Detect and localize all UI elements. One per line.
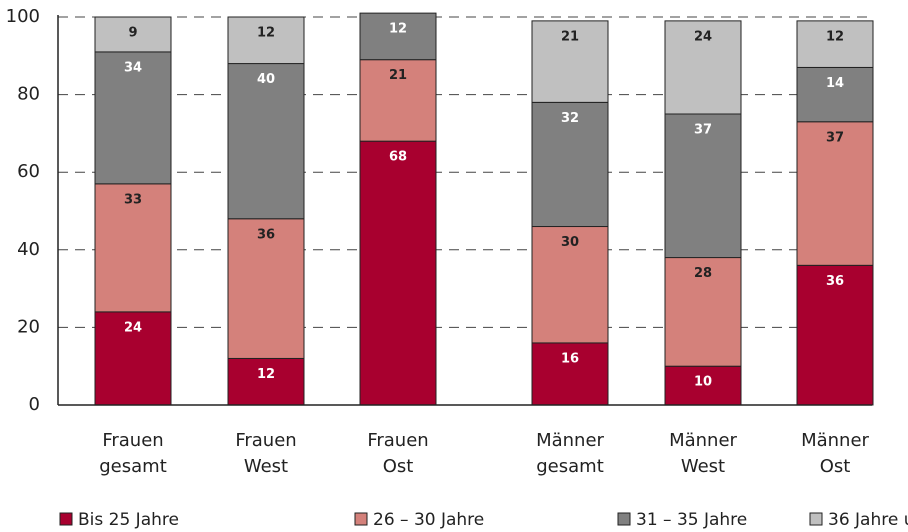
y-tick-label: 40 (17, 239, 40, 260)
data-label: 36 (826, 274, 844, 289)
data-label: 9 (128, 26, 137, 41)
data-label: 21 (561, 29, 579, 44)
x-tick-label: Männer Ost (801, 430, 869, 477)
bar-segment (227, 218, 305, 359)
bar-segment (359, 12, 437, 61)
bar-segment (359, 59, 437, 142)
bar-segment (94, 183, 172, 313)
data-label: 14 (826, 76, 844, 91)
bar-segment (796, 264, 874, 406)
data-label: 34 (124, 60, 142, 75)
x-tick-label: Männer gesamt (536, 430, 604, 477)
bar-segment (531, 342, 609, 406)
data-label: 30 (561, 235, 579, 250)
data-label: 16 (561, 351, 579, 366)
bar-segment (227, 63, 305, 220)
bar-segment (796, 66, 874, 123)
legend-swatch (809, 512, 823, 526)
data-label: 10 (694, 375, 712, 390)
legend-label: 36 Jahre und älter (828, 510, 908, 530)
data-label: 37 (694, 123, 712, 138)
bar-segment (796, 20, 874, 68)
bar-segment (664, 113, 742, 259)
legend-label: 31 – 35 Jahre (636, 510, 747, 530)
x-tick-label: Frauen West (235, 430, 296, 477)
data-label: 12 (257, 26, 275, 41)
data-label: 24 (124, 320, 142, 335)
data-label: 12 (826, 29, 844, 44)
x-tick-label: Männer West (669, 430, 737, 477)
y-tick-label: 80 (17, 84, 40, 105)
data-label: 32 (561, 111, 579, 126)
legend-label: 26 – 30 Jahre (373, 510, 484, 530)
data-label: 36 (257, 227, 275, 242)
data-label: 21 (389, 68, 407, 83)
x-tick-label: Frauen Ost (367, 430, 428, 477)
y-tick-label: 60 (17, 161, 40, 182)
bar-segment (664, 257, 742, 367)
bar-segment (531, 101, 609, 228)
bar-segment (94, 16, 172, 53)
data-label: 68 (389, 150, 407, 165)
legend-swatch (354, 512, 368, 526)
legend-label: Bis 25 Jahre (78, 510, 179, 530)
bar-segment (359, 140, 437, 406)
data-label: 37 (826, 130, 844, 145)
legend-swatch (617, 512, 631, 526)
data-label: 12 (257, 367, 275, 382)
x-tick-label: Frauen gesamt (99, 430, 167, 477)
data-label: 33 (124, 192, 142, 207)
data-label: 24 (694, 29, 712, 44)
bar-segment (94, 311, 172, 406)
bar-segment (796, 121, 874, 266)
y-tick-label: 0 (29, 394, 40, 415)
legend-swatch (59, 512, 73, 526)
bar-segment (531, 226, 609, 344)
y-tick-label: 20 (17, 316, 40, 337)
y-tick-label: 100 (6, 6, 40, 27)
data-label: 12 (389, 22, 407, 37)
data-label: 40 (257, 72, 275, 87)
data-label: 28 (694, 266, 712, 281)
bar-segment (664, 20, 742, 115)
bar-segment (227, 16, 305, 65)
bar-segment (531, 20, 609, 103)
